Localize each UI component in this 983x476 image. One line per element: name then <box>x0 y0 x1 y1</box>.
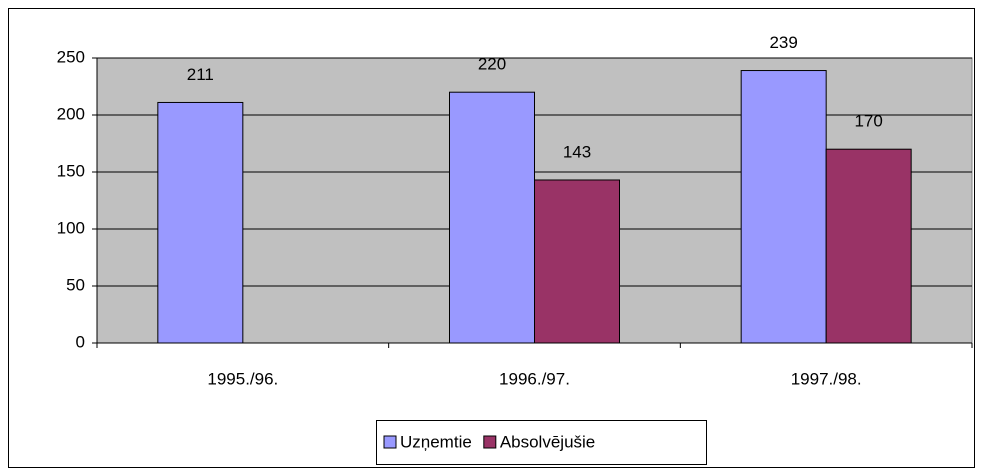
data-label: 170 <box>854 112 882 131</box>
legend-swatch <box>383 435 397 449</box>
bar <box>449 91 535 344</box>
data-label: 220 <box>478 55 506 74</box>
legend-swatch <box>483 435 497 449</box>
x-tick-label: 1995./96. <box>207 369 278 388</box>
data-label: 143 <box>563 142 591 161</box>
bar <box>740 70 827 344</box>
data-label: 211 <box>187 65 214 84</box>
legend-label: Uzņemtie <box>400 432 472 451</box>
x-tick-label: 1997./98. <box>791 369 862 388</box>
legend-box <box>376 420 707 465</box>
y-tick-label: 250 <box>57 47 85 66</box>
bar <box>157 101 244 344</box>
legend-label: Absolvējušie <box>500 432 595 451</box>
y-tick-label: 50 <box>66 275 85 294</box>
bar <box>825 148 912 344</box>
bar <box>534 179 620 344</box>
y-tick-label: 200 <box>57 104 85 123</box>
y-tick-label: 0 <box>76 332 85 351</box>
y-tick-label: 150 <box>57 161 85 180</box>
x-tick-label: 1996./97. <box>499 369 570 388</box>
y-tick-label: 100 <box>57 218 85 237</box>
data-label: 239 <box>769 33 797 52</box>
